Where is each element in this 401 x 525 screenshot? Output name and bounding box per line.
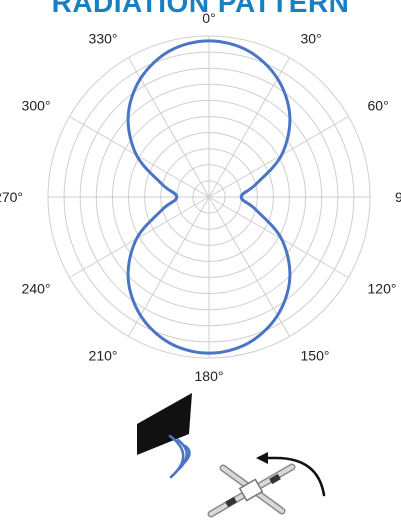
angle-tick-label: 60° xyxy=(368,98,389,114)
angle-tick-label: 180° xyxy=(195,368,224,384)
grid-spoke-240 xyxy=(69,196,210,278)
angle-tick-label: 240° xyxy=(22,281,51,297)
grid-spoke-330 xyxy=(128,57,210,198)
grid-spoke-210 xyxy=(128,196,210,337)
angle-tick-label: 120° xyxy=(368,281,397,297)
signal-wave-3 xyxy=(168,434,185,479)
polar-grid xyxy=(47,35,371,359)
angle-tick-label: 90° xyxy=(395,189,401,205)
reader-panel xyxy=(137,393,192,455)
chart-title: RADIATION PATTERN xyxy=(51,0,350,18)
series-line-0 xyxy=(126,39,292,355)
grid-spoke-60 xyxy=(208,116,349,198)
angle-tick-label: 210° xyxy=(89,348,118,364)
series-layer xyxy=(126,39,292,355)
grid-spoke-300 xyxy=(69,116,210,198)
rotation-arrow xyxy=(256,452,326,497)
grid-spoke-30 xyxy=(208,57,290,198)
angle-tick-label: 330° xyxy=(89,31,118,47)
angle-tick-label: 150° xyxy=(301,348,330,364)
angle-ticks: 0° 30° 60° 90° 120° 150° 180° 210° 240° 270° 300° 3… xyxy=(0,10,401,384)
angle-tick-label: 30° xyxy=(301,31,322,47)
angle-tick-label: 0° xyxy=(202,10,215,26)
grid-spoke-120 xyxy=(208,196,349,278)
dipole-antenna xyxy=(207,463,296,518)
angle-tick-label: 300° xyxy=(22,98,51,114)
illustration xyxy=(137,393,326,518)
angle-tick-label: 270° xyxy=(0,189,23,205)
grid-spoke-150 xyxy=(208,196,290,337)
